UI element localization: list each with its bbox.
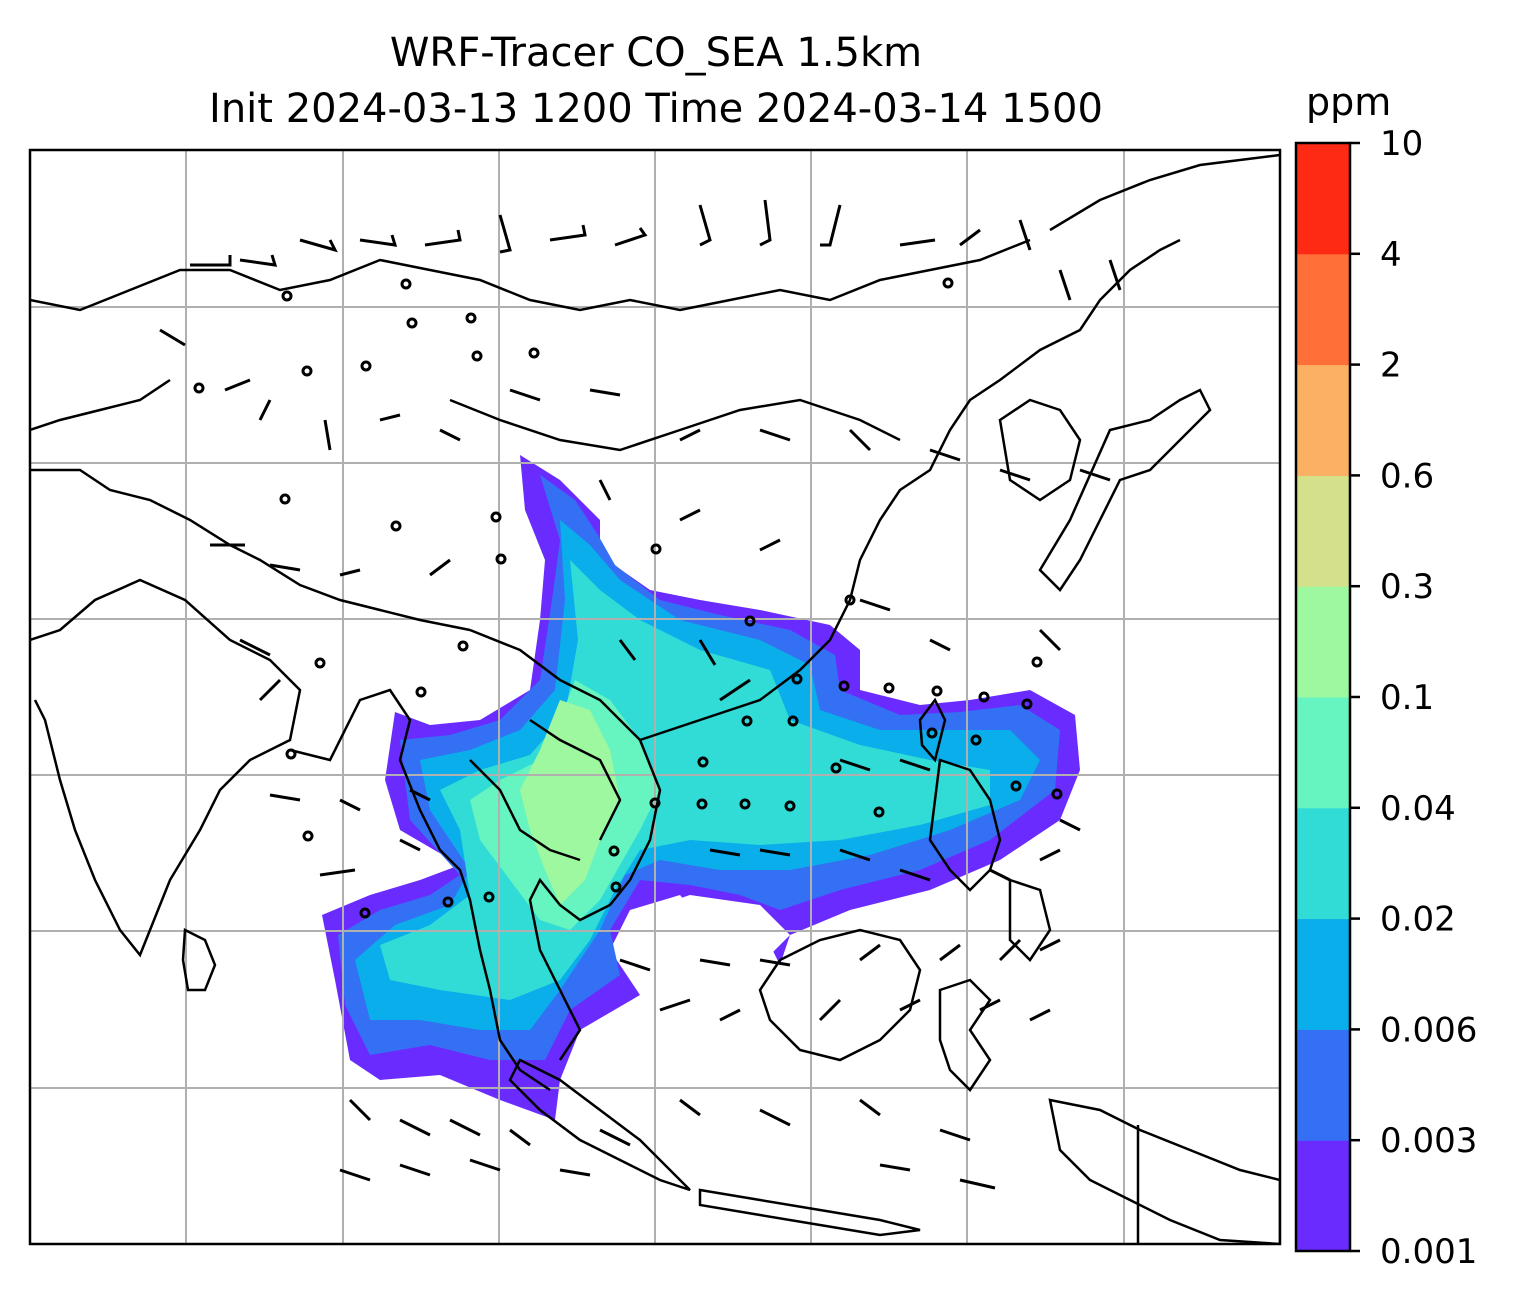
colorbar-segment [1296,697,1350,809]
colorbar-tick-label: 0.6 [1380,456,1434,496]
colorbar-tick-label: 4 [1380,235,1402,275]
colorbar-tick-label: 10 [1380,124,1423,164]
coastlines [30,153,1280,1244]
map-title-line2: Init 2024-03-13 1200 Time 2024-03-14 150… [209,86,1103,132]
colorbar-segment [1296,475,1350,587]
colorbar-tick-label: 0.3 [1380,567,1434,607]
colorbar-segment [1296,253,1350,366]
colorbar-segment [1296,807,1350,920]
colorbar-tick-label: 0.02 [1380,900,1456,940]
map-title-line1: WRF-Tracer CO_SEA 1.5km [389,30,923,76]
tracer-plume [322,455,1080,1120]
map-panel [30,150,1280,1244]
colorbar-tick-label: 0.04 [1380,789,1456,829]
colorbar-tick-label: 0.003 [1380,1121,1477,1161]
colorbar-tick-label: 0.006 [1380,1010,1477,1050]
colorbar-unit-label: ppm [1306,80,1392,124]
gridlines [30,150,1280,1244]
map-frame [28,148,1282,1246]
colorbar-segment [1296,364,1350,476]
colorbar-segment [1296,586,1350,698]
wind-barbs [159,199,1122,1190]
colorbar-segment [1296,143,1350,255]
colorbar-segment [1296,1029,1350,1141]
calm-wind-circles [193,277,1063,919]
colorbar-tick-label: 0.001 [1380,1232,1477,1272]
colorbar-tick-label: 0.1 [1380,678,1434,718]
colorbar-segment [1296,918,1350,1030]
colorbar-segment [1296,1140,1350,1252]
colorbar-tick-label: 2 [1380,346,1402,386]
colorbar: 0.001 0.003 0.006 0.02 0.04 0.1 0.3 0.6 2 4 10 [1294,124,1477,1272]
